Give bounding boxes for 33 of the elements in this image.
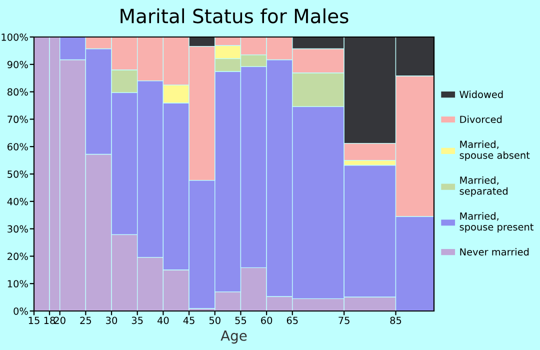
y-tick-label: 30% [8,225,28,233]
x-tick-label: 85 [390,316,402,324]
x-tick-label: 45 [183,316,194,324]
legend-label: Married, spouse absent [460,140,530,161]
x-tick-label: 25 [80,316,92,324]
x-tick-label: 20 [54,316,66,324]
x-tick-label: 55 [235,316,246,324]
y-tick-label: 50% [8,170,28,178]
y-tick-label: 20% [8,252,28,260]
chart-title: Marital Status for Males [120,8,348,24]
x-tick-label: 50 [209,316,220,324]
y-tick-label: 60% [8,143,28,150]
x-tick-label: 60 [261,316,272,324]
y-tick-label: 70% [8,116,28,124]
x-tick-label: 75 [338,316,350,324]
x-tick-label: 15 [28,316,40,324]
x-tick-label: 30 [106,316,118,324]
y-tick-label: 100% [2,33,28,41]
x-tick-label: 40 [157,316,169,324]
legend-label: Married, spouse present [460,212,534,232]
x-axis-title: Age [220,330,247,344]
x-tick-label: 35 [132,316,143,324]
y-tick-label: 40% [7,198,28,206]
x-tick-label: 18 [44,316,56,324]
y-tick-label: 0% [14,307,28,315]
legend-label: Married, separated [460,176,508,197]
legend-label: Widowed [460,90,503,98]
legend-label: Divorced [460,116,502,124]
y-tick-label: 10% [8,280,28,288]
x-tick-label: 65 [286,316,298,324]
legend-label: Never married [460,248,529,256]
y-tick-label: 80% [7,88,28,96]
y-tick-label: 90% [7,60,28,68]
